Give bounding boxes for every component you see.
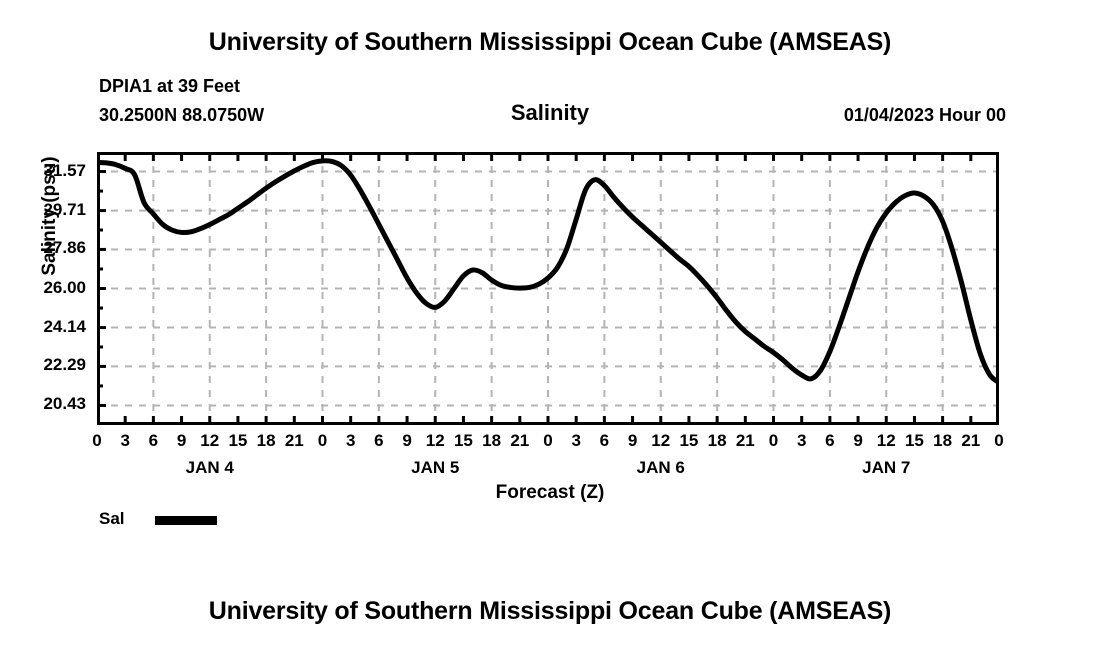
model-run-label: 01/04/2023 Hour 00: [843, 105, 1006, 125]
y-tick-label: 24.14: [43, 316, 86, 336]
x-tick-label: 15: [679, 431, 699, 450]
x-tick-label: 12: [876, 431, 896, 450]
y-tick-label: 27.86: [43, 238, 86, 258]
x-tick-label: 18: [482, 431, 502, 450]
x-tick-label: 6: [148, 431, 159, 450]
x-tick-label: 6: [825, 431, 835, 450]
x-axis-day-label: JAN 5: [411, 458, 460, 477]
x-tick-label: 9: [176, 431, 187, 450]
x-tick-label: 9: [853, 431, 863, 450]
x-tick-label: 15: [228, 431, 248, 450]
x-axis-label: Forecast (Z): [495, 482, 605, 503]
salinity-line-chart: [97, 152, 999, 425]
x-tick-label: 21: [510, 431, 530, 450]
coordinates-label: 30.2500N 88.0750W: [99, 105, 265, 125]
x-tick-label: 3: [571, 431, 581, 450]
legend-swatch: [155, 516, 217, 525]
x-tick-label: 0: [994, 431, 1004, 450]
x-tick-label: 0: [768, 431, 779, 450]
x-tick-label: 18: [707, 431, 727, 450]
x-tick-label: 21: [284, 431, 304, 450]
x-axis-day-label: JAN 7: [862, 458, 911, 477]
x-tick-label: 3: [120, 431, 130, 450]
y-tick-label: 31.57: [43, 160, 86, 180]
x-tick-label: 12: [200, 431, 220, 450]
x-tick-label: 18: [933, 431, 953, 450]
x-tick-label: 0: [543, 431, 553, 450]
x-tick-label: 6: [374, 431, 384, 450]
x-tick-label: 9: [402, 431, 412, 450]
x-tick-label: 12: [651, 431, 671, 450]
station-label: DPIA1 at 39 Feet: [99, 76, 241, 96]
x-tick-label: 9: [627, 431, 638, 450]
x-tick-label: 15: [453, 431, 473, 450]
footer-title: University of Southern Mississippi Ocean…: [208, 597, 892, 625]
page-title: University of Southern Mississippi Ocean…: [208, 28, 892, 56]
x-tick-label: 12: [425, 431, 445, 450]
chart-subtitle: Salinity: [510, 100, 590, 125]
y-tick-label: 20.43: [43, 394, 86, 414]
x-tick-label: 0: [317, 431, 328, 450]
x-axis-day-label: JAN 4: [185, 458, 234, 477]
x-tick-label: 3: [345, 431, 356, 450]
x-tick-label: 3: [796, 431, 807, 450]
plot-area: [97, 152, 999, 425]
x-tick-label: 21: [735, 431, 755, 450]
legend-label: Sal: [99, 509, 125, 528]
x-tick-label: 15: [904, 431, 924, 450]
y-tick-label: 22.29: [43, 355, 86, 375]
y-tick-label: 26.00: [43, 277, 86, 297]
x-tick-label: 21: [961, 431, 981, 450]
x-axis-day-label: JAN 6: [636, 458, 685, 477]
x-tick-label: 18: [256, 431, 276, 450]
y-tick-label: 29.71: [43, 199, 86, 219]
x-tick-label: 6: [599, 431, 610, 450]
x-tick-label: 0: [92, 431, 102, 450]
